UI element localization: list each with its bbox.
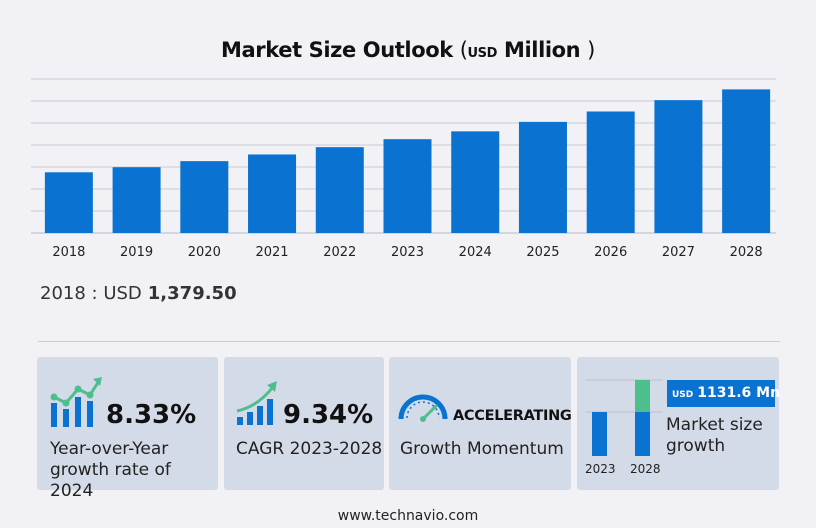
momentum-description: Growth Momentum [400, 439, 564, 459]
cagr-description: CAGR 2023-2028 [236, 439, 383, 459]
mini-growth-chart-icon [585, 379, 663, 456]
x-tick-label: 2026 [594, 245, 627, 260]
x-tick-label: 2019 [120, 245, 153, 260]
x-tick-label: 2025 [526, 245, 559, 260]
market-growth-badge: USD 1131.6 Mn [667, 380, 780, 407]
x-tick-label: 2018 [52, 245, 85, 260]
bar-2025 [518, 121, 567, 233]
mini-year-end: 2028 [630, 462, 661, 476]
x-tick-label: 2027 [662, 245, 695, 260]
yoy-value: 8.33% [106, 400, 197, 430]
bar-2026 [586, 111, 635, 233]
x-tick-label: 2022 [323, 245, 356, 260]
x-tick-label: 2023 [391, 245, 424, 260]
footer-site: www.technavio.com [337, 508, 479, 524]
market-line2: growth [666, 436, 726, 456]
bar-growth-icon [50, 377, 102, 427]
yoy-description: Year-over-Year growth rate of 2024 [50, 439, 218, 502]
mini-year-start: 2023 [585, 462, 616, 476]
x-tick-label: 2020 [188, 245, 221, 260]
yoy-line1: Year-over-Year [50, 439, 169, 459]
title-paren-open: ( [459, 38, 468, 62]
badge-unit: USD [672, 390, 694, 400]
x-tick-label: 2021 [255, 245, 288, 260]
title-text: Market Size Outlook [221, 38, 453, 62]
yoy-line2: growth rate of 2024 [50, 460, 171, 501]
x-tick-label: 2028 [730, 245, 763, 260]
title-paren-close: ) [587, 38, 595, 62]
bar-2020 [180, 161, 229, 233]
momentum-card: ACCELERATING Growth Momentum [389, 357, 572, 490]
rising-bars-icon [236, 381, 277, 425]
x-tick-label: 2024 [459, 245, 492, 260]
badge-value: 1131.6 Mn [697, 385, 781, 401]
bar-2021 [248, 154, 297, 233]
chart-title: Market Size Outlook (USD Million ) [0, 38, 816, 62]
bar-2023 [383, 139, 432, 233]
speedometer-icon [398, 394, 448, 422]
bar-2024 [451, 131, 500, 233]
base-year-value: 1,379.50 [147, 283, 237, 304]
bar-2022 [315, 147, 364, 233]
bar-2028 [722, 89, 771, 234]
chart-bars [44, 89, 771, 234]
market-line1: Market size [666, 415, 763, 435]
chart-x-ticks: 2018 2019 2020 2021 2022 2023 2024 2025 2026 2027… [52, 245, 762, 260]
bar-2019 [112, 167, 161, 233]
yoy-card: 8.33% Year-over-Year growth rate of 2024 [37, 357, 218, 501]
cagr-card: 9.34% CAGR 2023-2028 [224, 357, 384, 490]
divider [38, 341, 780, 342]
title-unit: USD [467, 46, 498, 61]
bar-2018 [44, 172, 93, 233]
cagr-value: 9.34% [283, 400, 374, 430]
title-unit-word: Million [503, 38, 581, 62]
market-growth-description: Market size growth [666, 415, 763, 457]
base-year-info: 2018 : USD 1,379.50 [40, 283, 237, 304]
bar-chart: 2018 2019 2020 2021 2022 2023 2024 2025 2026 2027… [31, 78, 776, 260]
momentum-value: ACCELERATING [453, 408, 572, 424]
market-growth-card: 2023 2028 Market size growth [577, 357, 779, 490]
base-year-label: 2018 : USD [40, 283, 142, 304]
bar-2027 [654, 100, 703, 233]
